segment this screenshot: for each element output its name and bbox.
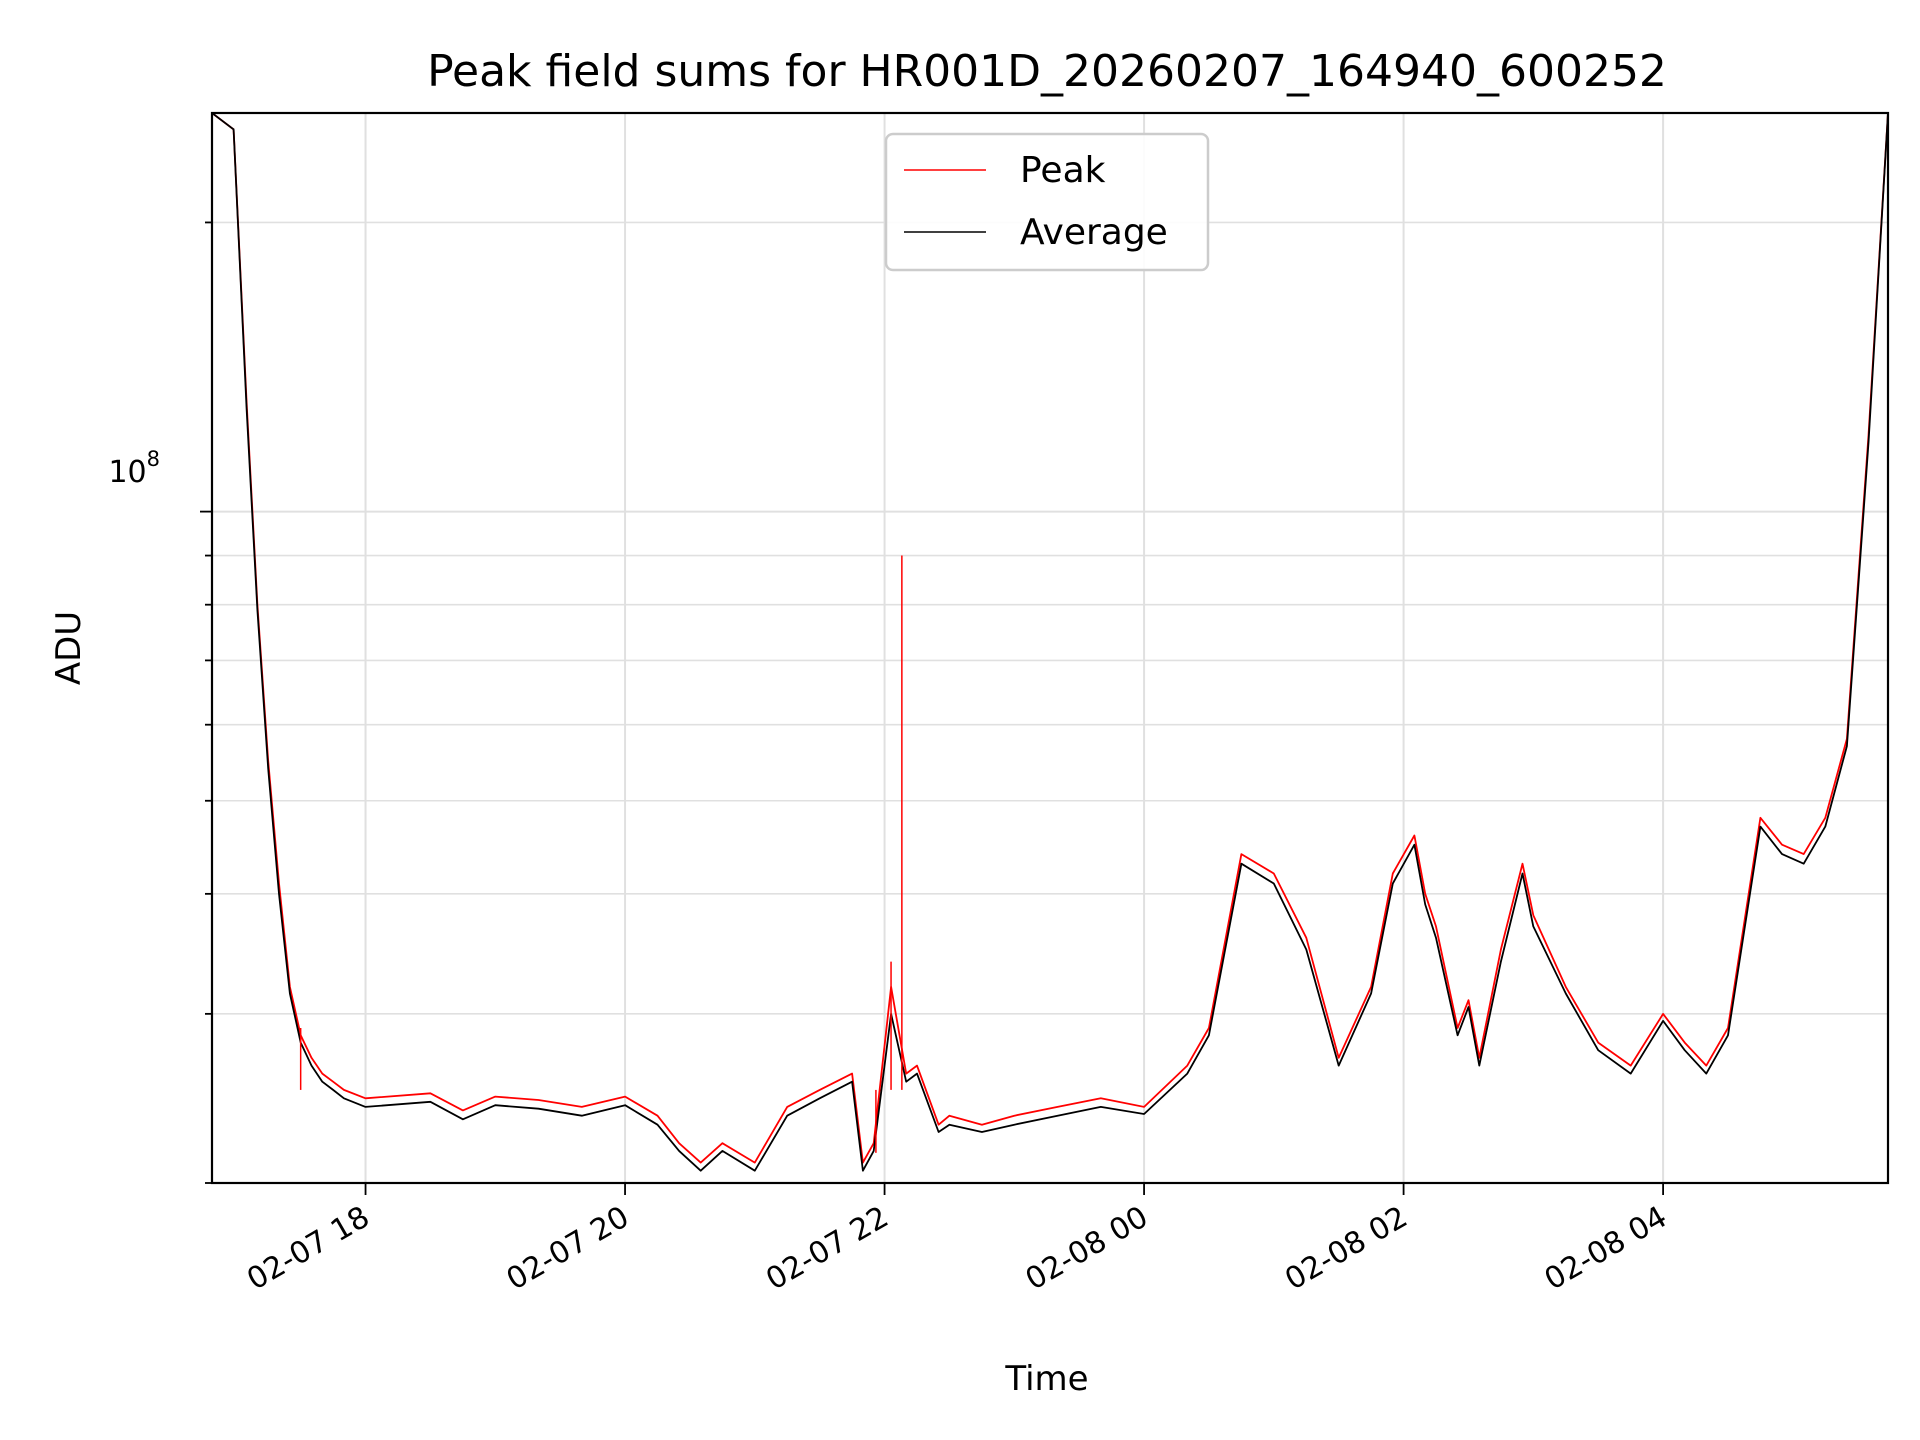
y-axis-label: ADU xyxy=(49,611,89,685)
x-axis-label: Time xyxy=(1004,1359,1088,1399)
legend: Peak Average xyxy=(884,132,1210,272)
series-line-peak xyxy=(212,113,1888,1164)
legend-box xyxy=(884,132,1210,272)
plot-frame xyxy=(210,111,1890,1185)
chart-title: Peak field sums for HR001D_20260207_1649… xyxy=(427,46,1667,97)
y-tick-label-1e8: 108 xyxy=(108,447,160,490)
legend-peak-label: Peak xyxy=(1020,150,1106,191)
y-axis-ticks xyxy=(200,221,212,1184)
legend-average-label: Average xyxy=(1020,212,1168,253)
series-line-average xyxy=(212,113,1888,1172)
series-layer xyxy=(212,113,1888,1172)
